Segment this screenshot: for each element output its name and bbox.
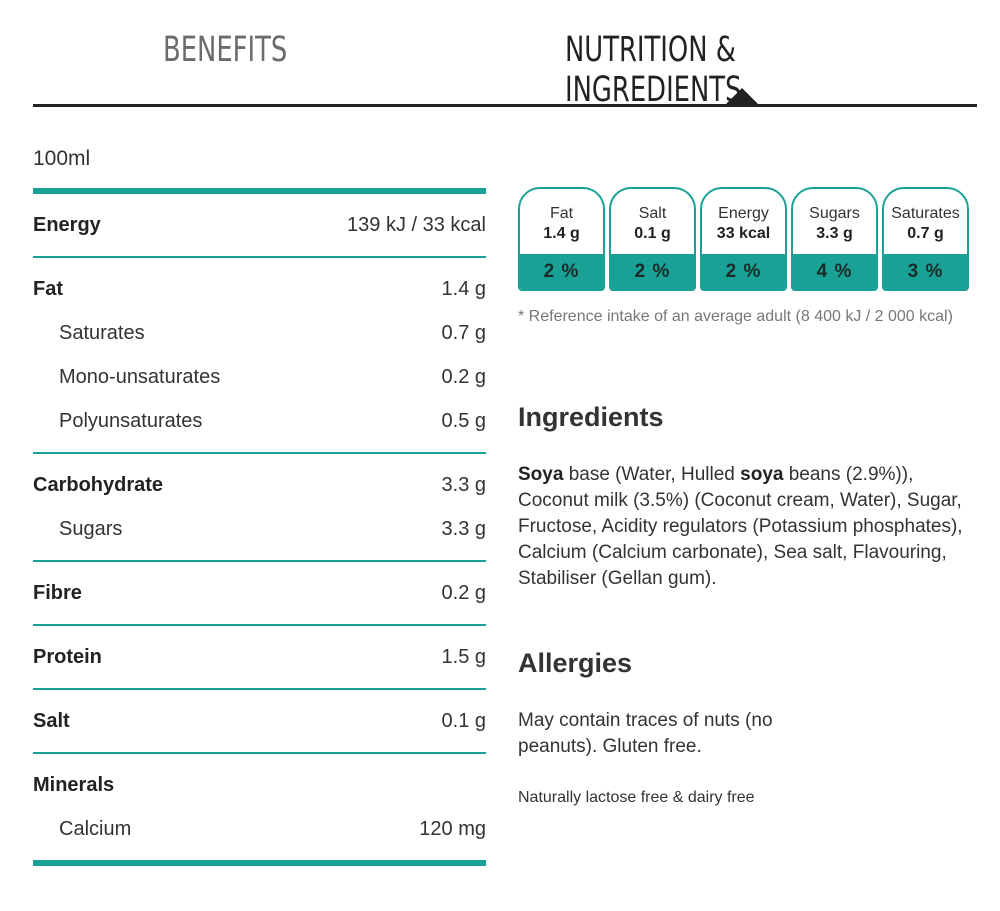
gda-badge-top: Salt 0.1 g	[611, 189, 694, 254]
nutrition-row: Salt 0.1 g	[33, 699, 486, 743]
gda-percent: 2 %	[611, 254, 694, 289]
nutrient-label: Sugars	[59, 517, 123, 540]
ingredient-text-segment: base (Water, Hulled	[563, 464, 741, 485]
nutrition-row: Fat 1.4 g	[33, 267, 486, 311]
nutrient-label: Protein	[33, 645, 102, 668]
nutrition-table: Energy 139 kJ / 33 kcal Fat 1.4 g Saturates 0…	[33, 188, 486, 866]
nutrient-value: 120 mg	[419, 817, 486, 840]
gda-nutrient-name: Fat	[549, 204, 574, 222]
gda-percent: 4 %	[793, 254, 876, 289]
gda-nutrient-amount: 0.1 g	[634, 224, 671, 242]
nutrition-row: Carbohydrate 3.3 g	[33, 463, 486, 507]
nutrient-label: Minerals	[33, 773, 115, 796]
tab-divider	[33, 104, 977, 107]
nutrition-row: Minerals	[33, 763, 486, 807]
tab-bar: BENEFITS NUTRITION & INGREDIENTS	[33, 0, 977, 110]
gda-badges: Fat 1.4 g 2 % Salt 0.1 g 2 % Energy 33 k…	[518, 187, 969, 291]
nutrient-value: 0.1 g	[441, 709, 486, 732]
gda-badge-top: Energy 33 kcal	[702, 189, 785, 254]
nutrition-group: Salt 0.1 g	[33, 690, 486, 754]
gda-badge: Salt 0.1 g 2 %	[609, 187, 696, 291]
gda-nutrient-amount: 33 kcal	[716, 224, 771, 242]
serving-size: 100ml	[33, 147, 91, 170]
nutrition-row: Energy 139 kJ / 33 kcal	[33, 203, 486, 247]
nutrient-label: Polyunsaturates	[59, 409, 203, 432]
nutrition-group: Fat 1.4 g Saturates 0.7 g Mono-unsaturates 0.…	[33, 258, 486, 454]
gda-percent: 2 %	[520, 254, 603, 289]
nutrition-group: Energy 139 kJ / 33 kcal	[33, 194, 486, 258]
gda-nutrient-name: Sugars	[809, 204, 860, 222]
gda-percent: 2 %	[702, 254, 785, 289]
gda-nutrient-name: Saturates	[891, 204, 960, 222]
gda-nutrient-amount: 1.4 g	[543, 224, 580, 242]
nutrition-row: Protein 1.5 g	[33, 635, 486, 679]
nutrient-value: 139 kJ / 33 kcal	[347, 213, 486, 236]
allergen-highlight: Soya	[518, 464, 564, 485]
nutrition-row: Mono-unsaturates 0.2 g	[33, 355, 486, 399]
nutrition-row: Sugars 3.3 g	[33, 507, 486, 551]
ingredients-heading: Ingredients	[518, 402, 664, 432]
nutrient-label: Carbohydrate	[33, 473, 164, 496]
gda-badge-top: Fat 1.4 g	[520, 189, 603, 254]
gda-badge-top: Sugars 3.3 g	[793, 189, 876, 254]
nutrition-group: Carbohydrate 3.3 g Sugars 3.3 g	[33, 454, 486, 562]
gda-percent: 3 %	[884, 254, 967, 289]
nutrient-value: 0.7 g	[441, 321, 486, 344]
nutrition-group: Minerals Calcium 120 mg	[33, 754, 486, 860]
nutrient-value: 0.5 g	[441, 409, 486, 432]
nutrient-label: Saturates	[59, 321, 145, 344]
nutrition-group: Fibre 0.2 g	[33, 562, 486, 626]
gda-badge: Energy 33 kcal 2 %	[700, 187, 787, 291]
table-bottom-bar	[33, 860, 486, 866]
nutrient-value: 1.5 g	[441, 645, 486, 668]
gda-nutrient-amount: 0.7 g	[907, 224, 944, 242]
tab-benefits[interactable]: BENEFITS	[163, 30, 288, 70]
gda-nutrient-name: Salt	[638, 204, 667, 222]
nutrient-label: Fat	[33, 277, 63, 300]
nutrient-label: Calcium	[59, 817, 132, 840]
nutrition-row: Polyunsaturates 0.5 g	[33, 399, 486, 443]
table-top-bar	[33, 188, 486, 194]
gda-badge-top: Saturates 0.7 g	[884, 189, 967, 254]
nutrient-value: 0.2 g	[441, 581, 486, 604]
nutrition-row: Calcium 120 mg	[33, 807, 486, 851]
nutrition-group: Protein 1.5 g	[33, 626, 486, 690]
nutrient-label: Salt	[33, 709, 70, 732]
gda-badge: Saturates 0.7 g 3 %	[882, 187, 969, 291]
allergies-text: May contain traces of nuts (no peanuts).…	[518, 710, 773, 757]
nutrient-label: Fibre	[33, 581, 82, 604]
nutrient-value: 3.3 g	[441, 473, 486, 496]
gda-nutrient-name: Energy	[718, 204, 769, 222]
gda-nutrient-amount: 3.3 g	[816, 224, 853, 242]
nutrient-label: Energy	[33, 213, 101, 236]
ingredient-text-segment: beans (2.9%)), Coconut milk (3.5%) (Coco…	[518, 464, 963, 589]
gda-badge: Fat 1.4 g 2 %	[518, 187, 605, 291]
active-tab-indicator	[725, 88, 759, 105]
allergen-highlight: soya	[740, 464, 784, 485]
ingredients-text: Soya base (Water, Hulled soya beans (2.9…	[518, 462, 978, 592]
nutrition-groups: Energy 139 kJ / 33 kcal Fat 1.4 g Saturates 0…	[33, 194, 486, 860]
nutrition-row: Fibre 0.2 g	[33, 571, 486, 615]
nutrient-label: Mono-unsaturates	[59, 365, 221, 388]
reference-intake-note: * Reference intake of an average adult (…	[518, 308, 953, 325]
gda-badge: Sugars 3.3 g 4 %	[791, 187, 878, 291]
nutrition-row: Saturates 0.7 g	[33, 311, 486, 355]
nutrient-value: 1.4 g	[441, 277, 486, 300]
tab-nutrition-ingredients[interactable]: NUTRITION & INGREDIENTS	[565, 30, 742, 110]
nutrient-value: 0.2 g	[441, 365, 486, 388]
allergies-heading: Allergies	[518, 648, 633, 678]
lactose-free-note: Naturally lactose free & dairy free	[518, 789, 755, 806]
nutrient-value: 3.3 g	[441, 517, 486, 540]
